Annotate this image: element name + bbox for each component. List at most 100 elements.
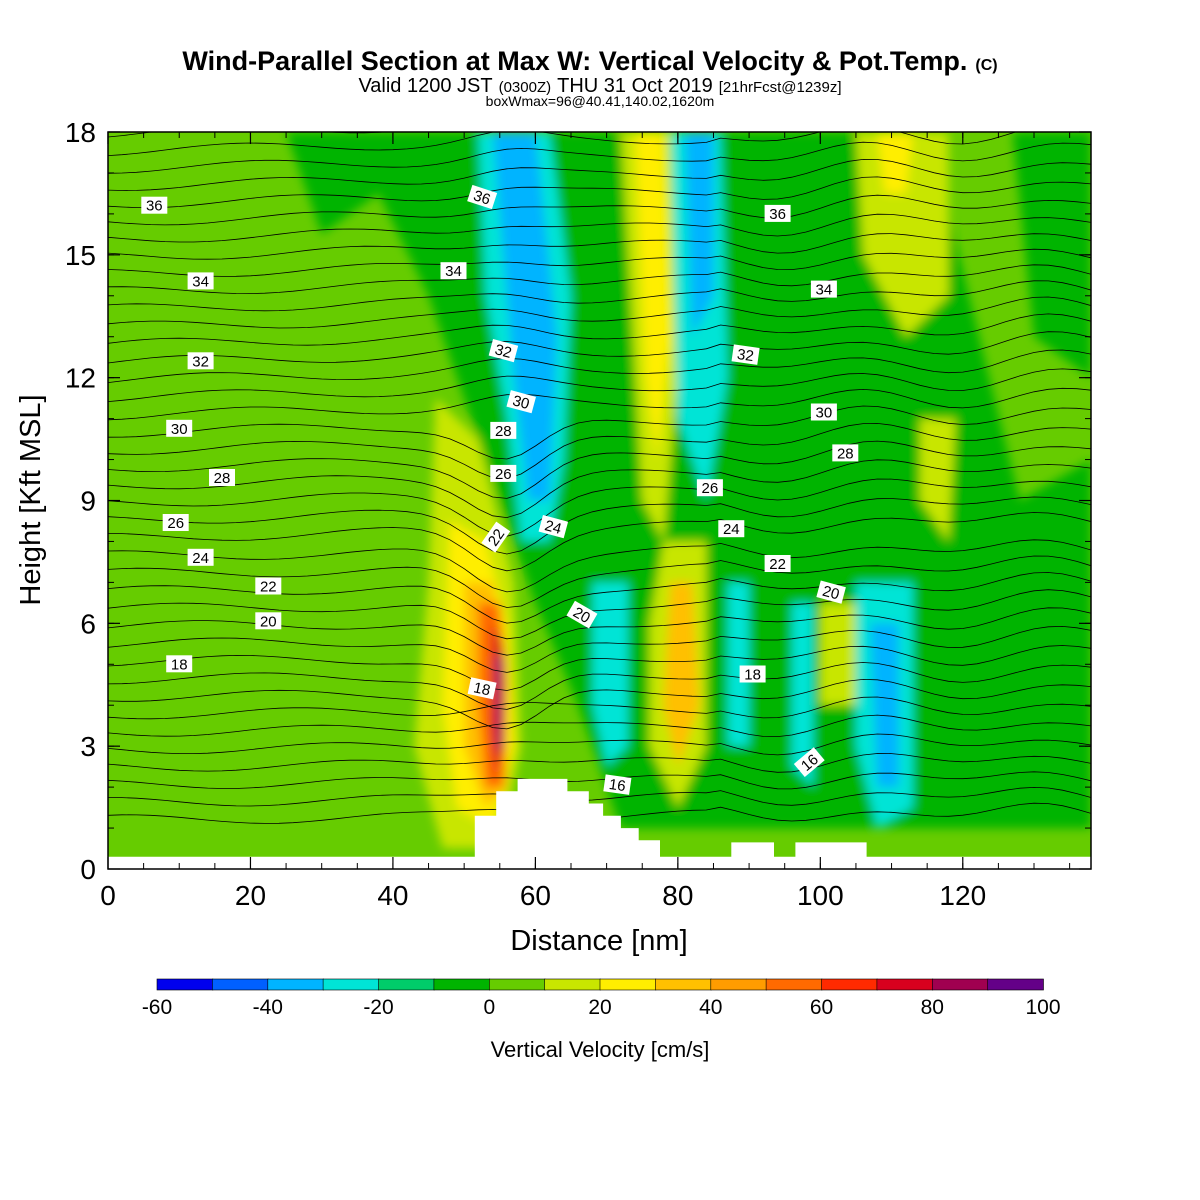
contour-label: 22 [764, 555, 791, 573]
y-tick-label: 18 [65, 117, 96, 148]
isotherm-line [108, 753, 1091, 773]
isotherm-line [108, 645, 1091, 691]
velocity-region [870, 623, 899, 788]
isotherm-line [108, 714, 1091, 738]
isotherm-line [108, 440, 1091, 499]
colorbar-swatch [655, 978, 712, 991]
y-tick-label: 6 [80, 608, 96, 639]
contour-label: 34 [810, 280, 837, 299]
contour-label: 26 [162, 514, 189, 532]
contour-label: 18 [166, 655, 193, 673]
y-tick-label: 0 [80, 854, 96, 885]
chart-subtitle-2: boxWmax=96@40.41,140.02,1620m [486, 93, 715, 109]
contour-label: 18 [467, 677, 497, 699]
isotherm-line [108, 264, 1091, 295]
contour-label: 30 [810, 403, 837, 422]
colorbar-swatch [599, 978, 657, 991]
contour-label: 32 [488, 339, 519, 363]
contour-label: 18 [739, 665, 766, 684]
terrain-mask [108, 778, 1091, 869]
contour-label: 22 [481, 521, 511, 553]
velocity-region [685, 132, 714, 337]
svg-text:30: 30 [511, 392, 532, 413]
colorbar-tick-label: 80 [921, 996, 944, 1019]
isotherm-line [108, 733, 1091, 756]
contour-label: 36 [467, 184, 498, 210]
y-tick-label: 15 [65, 240, 96, 271]
x-tick-label: 80 [662, 880, 693, 911]
svg-text:28: 28 [495, 423, 512, 440]
colorbar-swatch [931, 978, 989, 991]
svg-text:26: 26 [495, 466, 512, 483]
y-tick-label: 12 [65, 363, 96, 394]
contour-label: 26 [696, 479, 723, 497]
contour-label: 16 [603, 774, 632, 795]
svg-text:24: 24 [723, 521, 740, 538]
isotherm-line [108, 512, 1091, 572]
isotherm-line [108, 176, 1091, 208]
velocity-region [920, 418, 956, 542]
isotherm-line [108, 132, 1017, 156]
svg-text:32: 32 [192, 353, 209, 370]
chart-title: Wind-Parallel Section at Max W: Vertical… [182, 46, 997, 76]
svg-text:36: 36 [769, 206, 786, 223]
isotherm-line [108, 496, 1091, 555]
x-tick-label: 40 [377, 880, 408, 911]
colorbar-swatch [322, 978, 380, 991]
isotherm-line [108, 387, 1091, 421]
colorbar-swatch [710, 978, 767, 991]
isotherm-line [108, 662, 1091, 710]
x-tick-label: 60 [520, 880, 551, 911]
y-axis-label: Height [Kft MSL] [15, 394, 47, 605]
contour-label: 16 [793, 747, 825, 777]
contour-label: 22 [255, 577, 282, 596]
velocity-region [635, 132, 671, 460]
isotherm-line [108, 771, 1091, 790]
contour-label: 30 [506, 390, 536, 414]
colorbar-tick-label: 20 [588, 996, 611, 1019]
svg-text:18: 18 [472, 679, 492, 699]
colorbar-swatch [378, 978, 435, 991]
colorbar-swatch [488, 978, 546, 991]
x-tick-label: 120 [939, 880, 986, 911]
contour-label: 24 [187, 548, 214, 567]
contour-label: 24 [538, 515, 569, 539]
isotherm-line [108, 589, 1091, 640]
svg-text:32: 32 [493, 341, 514, 362]
contour-label: 20 [255, 612, 282, 630]
colorbar-tick-label: -20 [363, 996, 393, 1019]
colorbar-tick-label: 60 [810, 996, 833, 1019]
svg-text:36: 36 [471, 187, 492, 208]
svg-text:24: 24 [543, 517, 564, 538]
velocity-region [492, 132, 557, 501]
isotherm-line [108, 555, 1091, 608]
colorbar-tick-label: 100 [1025, 996, 1060, 1019]
isotherm-line [108, 696, 1091, 720]
isotherm-line [108, 459, 1091, 519]
colorbar-label: Vertical Velocity [cm/s] [491, 1037, 710, 1062]
contour-label: 28 [832, 444, 859, 462]
colorbar-swatch [212, 978, 269, 991]
contour-label: 24 [718, 520, 745, 538]
colorbar-tick-label: 40 [699, 996, 722, 1019]
colorbar-tick-label: 0 [483, 996, 495, 1019]
svg-text:36: 36 [146, 198, 163, 215]
colorbar-tick-label: -40 [253, 996, 283, 1019]
contour-label: 20 [816, 580, 846, 604]
velocity-region [496, 656, 502, 755]
y-tick-label: 3 [80, 731, 96, 762]
isotherm-line [108, 331, 1091, 364]
x-tick-label: 20 [235, 880, 266, 911]
svg-text:20: 20 [821, 583, 842, 604]
x-axis-label: Distance [nm] [510, 925, 687, 957]
contour-labels: 36 34 32 30 28 26 24 22 20 18 36 34 32 30 28 26 24 22 20 18… [141, 184, 859, 795]
svg-text:34: 34 [445, 263, 462, 280]
y-tick-label: 9 [80, 486, 96, 517]
colorbar-swatch [876, 978, 934, 991]
svg-text:22: 22 [485, 526, 508, 549]
svg-text:24: 24 [192, 550, 209, 567]
colorbar: -60 -40 -20 0 20 40 60 80 100 [142, 978, 1061, 1019]
isotherm-line [108, 194, 1091, 226]
